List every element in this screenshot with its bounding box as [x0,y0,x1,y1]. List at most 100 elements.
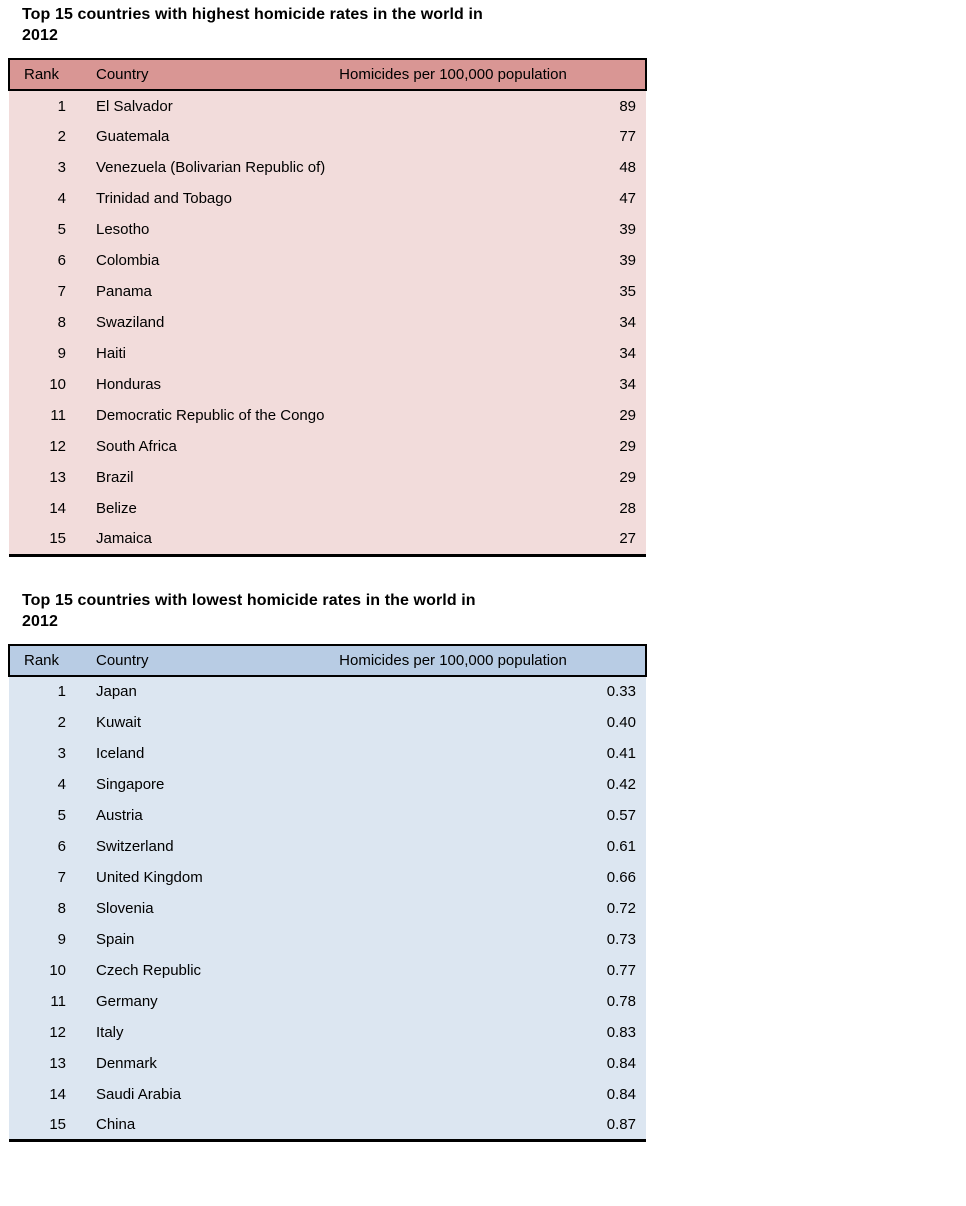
rank-cell: 13 [9,462,81,493]
country-cell: United Kingdom [81,861,261,893]
lowest-rates-table: Rank Country Homicides per 100,000 popul… [8,643,647,1142]
rank-cell: 14 [9,1078,81,1110]
country-cell: Brazil [81,462,261,493]
table-row: 12 South Africa 29 [9,431,646,462]
col-header-rank: Rank [8,58,81,91]
value-cell: 0.84 [261,1078,646,1110]
header-row: Rank Country Homicides per 100,000 popul… [8,58,647,91]
country-cell: Kuwait [81,706,261,738]
table-row: 9 Haiti 34 [9,338,646,369]
table-title-lowest-line2: 2012 [22,612,58,630]
value-cell: 0.72 [261,892,646,924]
lowest-rates-section: Top 15 countries with lowest homicide ra… [0,557,966,1142]
rank-cell: 7 [9,276,81,307]
col-header-country: Country [81,58,261,91]
country-cell: Austria [81,799,261,831]
table-row: 4 Singapore 0.42 [9,768,646,800]
value-cell: 34 [261,369,646,400]
value-cell: 27 [261,524,646,555]
table-row: 13 Brazil 29 [9,462,646,493]
table-row: 7 United Kingdom 0.66 [9,861,646,893]
rank-cell: 8 [9,307,81,338]
col-header-value: Homicides per 100,000 population [261,643,647,677]
value-cell: 34 [261,307,646,338]
table-row: 1 Japan 0.33 [9,675,646,707]
country-cell: Jamaica [81,524,261,555]
table-row: 4 Trinidad and Tobago 47 [9,183,646,214]
table-row: 10 Czech Republic 0.77 [9,954,646,986]
country-cell: Lesotho [81,214,261,245]
country-cell: Switzerland [81,830,261,862]
value-cell: 89 [261,90,646,121]
value-cell: 0.66 [261,861,646,893]
rank-cell: 8 [9,892,81,924]
rank-cell: 3 [9,152,81,183]
table-row: 8 Slovenia 0.72 [9,892,646,924]
rank-cell: 15 [9,524,81,555]
country-cell: Italy [81,1016,261,1048]
country-cell: Swaziland [81,307,261,338]
value-cell: 0.61 [261,830,646,862]
table-row: 11 Germany 0.78 [9,985,646,1017]
table-row: 12 Italy 0.83 [9,1016,646,1048]
value-cell: 0.40 [261,706,646,738]
value-cell: 0.41 [261,737,646,769]
country-cell: Slovenia [81,892,261,924]
value-cell: 0.83 [261,1016,646,1048]
value-cell: 39 [261,245,646,276]
rank-cell: 2 [9,706,81,738]
table-row: 14 Saudi Arabia 0.84 [9,1078,646,1110]
highest-rates-table: Rank Country Homicides per 100,000 popul… [8,58,647,557]
table-row: 1 El Salvador 89 [9,90,646,121]
rank-cell: 1 [9,90,81,121]
table-row: 5 Austria 0.57 [9,799,646,831]
value-cell: 29 [261,431,646,462]
country-cell: Saudi Arabia [81,1078,261,1110]
table-row: 15 Jamaica 27 [9,524,646,555]
table-title-highest: Top 15 countries with highest homicide r… [22,0,966,46]
country-cell: Guatemala [81,121,261,152]
rank-cell: 5 [9,799,81,831]
country-cell: Spain [81,923,261,955]
country-cell: Colombia [81,245,261,276]
rank-cell: 10 [9,369,81,400]
table-row: 10 Honduras 34 [9,369,646,400]
value-cell: 0.87 [261,1109,646,1141]
value-cell: 0.84 [261,1047,646,1079]
value-cell: 29 [261,400,646,431]
col-header-rank: Rank [8,643,81,677]
col-header-country: Country [81,643,261,677]
value-cell: 34 [261,338,646,369]
country-cell: South Africa [81,431,261,462]
country-cell: Denmark [81,1047,261,1079]
rank-cell: 9 [9,923,81,955]
value-cell: 77 [261,121,646,152]
country-cell: Germany [81,985,261,1017]
rank-cell: 4 [9,183,81,214]
country-cell: Trinidad and Tobago [81,183,261,214]
table-row: 14 Belize 28 [9,493,646,524]
value-cell: 0.73 [261,923,646,955]
table-row: 3 Venezuela (Bolivarian Republic of) 48 [9,152,646,183]
table-row: 13 Denmark 0.84 [9,1047,646,1079]
rank-cell: 14 [9,493,81,524]
value-cell: 29 [261,462,646,493]
highest-rates-section: Top 15 countries with highest homicide r… [0,0,966,557]
table-row: 9 Spain 0.73 [9,923,646,955]
table-row: 2 Guatemala 77 [9,121,646,152]
rank-cell: 7 [9,861,81,893]
table-row: 15 China 0.87 [9,1109,646,1141]
table-row: 2 Kuwait 0.40 [9,706,646,738]
country-cell: Singapore [81,768,261,800]
table-row: 6 Colombia 39 [9,245,646,276]
value-cell: 0.77 [261,954,646,986]
rank-cell: 12 [9,1016,81,1048]
value-cell: 39 [261,214,646,245]
value-cell: 0.78 [261,985,646,1017]
rank-cell: 13 [9,1047,81,1079]
rank-cell: 9 [9,338,81,369]
rank-cell: 3 [9,737,81,769]
country-cell: Iceland [81,737,261,769]
rank-cell: 2 [9,121,81,152]
